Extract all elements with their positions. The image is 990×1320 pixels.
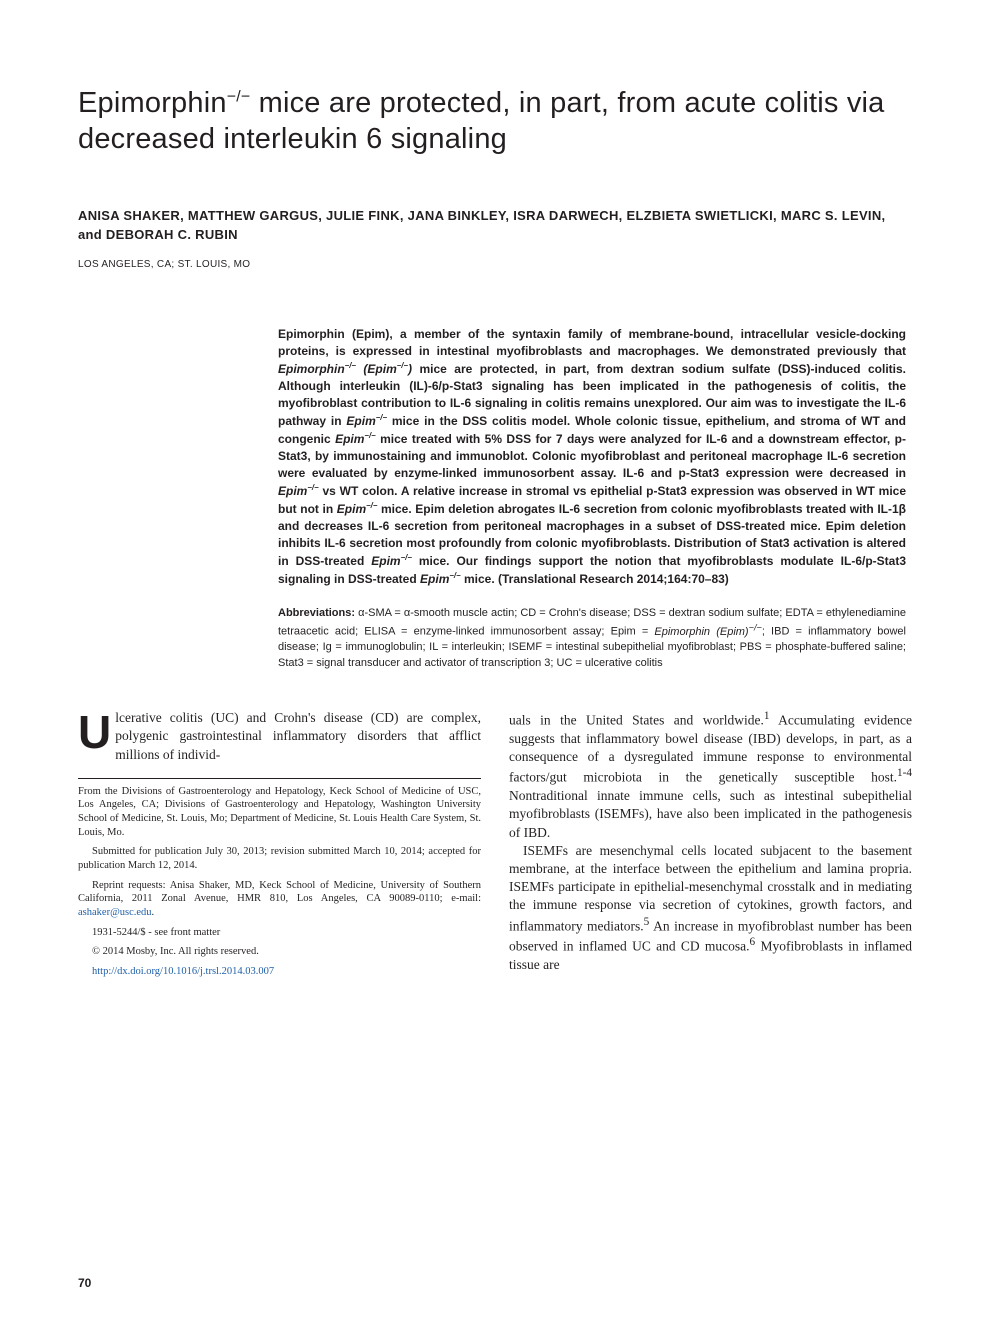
reprint-text: Reprint requests: Anisa Shaker, MD, Keck…: [78, 880, 481, 905]
affiliations: LOS ANGELES, CA; ST. LOUIS, MO: [78, 259, 912, 270]
footnote-from: From the Divisions of Gastroenterology a…: [78, 785, 481, 840]
abbreviations: Abbreviations: α-SMA = α-smooth muscle a…: [278, 606, 906, 671]
body-paragraph: ISEMFs are mesenchymal cells located sub…: [509, 842, 912, 975]
footnotes-block: From the Divisions of Gastroenterology a…: [78, 778, 481, 979]
footnote-reprint: Reprint requests: Anisa Shaker, MD, Keck…: [78, 879, 481, 920]
abstract: Epimorphin (Epim), a member of the synta…: [278, 326, 906, 588]
body-paragraph: Ulcerative colitis (UC) and Crohn's dise…: [78, 709, 481, 764]
doi-link[interactable]: http://dx.doi.org/10.1016/j.trsl.2014.03…: [92, 966, 274, 977]
email-link[interactable]: ashaker@usc.edu: [78, 907, 152, 918]
page-number: 70: [78, 1276, 91, 1290]
article-title: Epimorphin−/− mice are protected, in par…: [78, 85, 912, 158]
footnote-submitted: Submitted for publication July 30, 2013;…: [78, 845, 481, 872]
body-columns: Ulcerative colitis (UC) and Crohn's dise…: [78, 709, 912, 984]
body-paragraph: uals in the United States and worldwide.…: [509, 709, 912, 842]
column-right: uals in the United States and worldwide.…: [509, 709, 912, 984]
column-left: Ulcerative colitis (UC) and Crohn's dise…: [78, 709, 481, 984]
footnote-copyright: © 2014 Mosby, Inc. All rights reserved.: [78, 945, 481, 959]
reprint-post: .: [152, 907, 155, 918]
author-list: ANISA SHAKER, MATTHEW GARGUS, JULIE FINK…: [78, 206, 912, 245]
footnote-issn: 1931-5244/$ - see front matter: [78, 926, 481, 940]
